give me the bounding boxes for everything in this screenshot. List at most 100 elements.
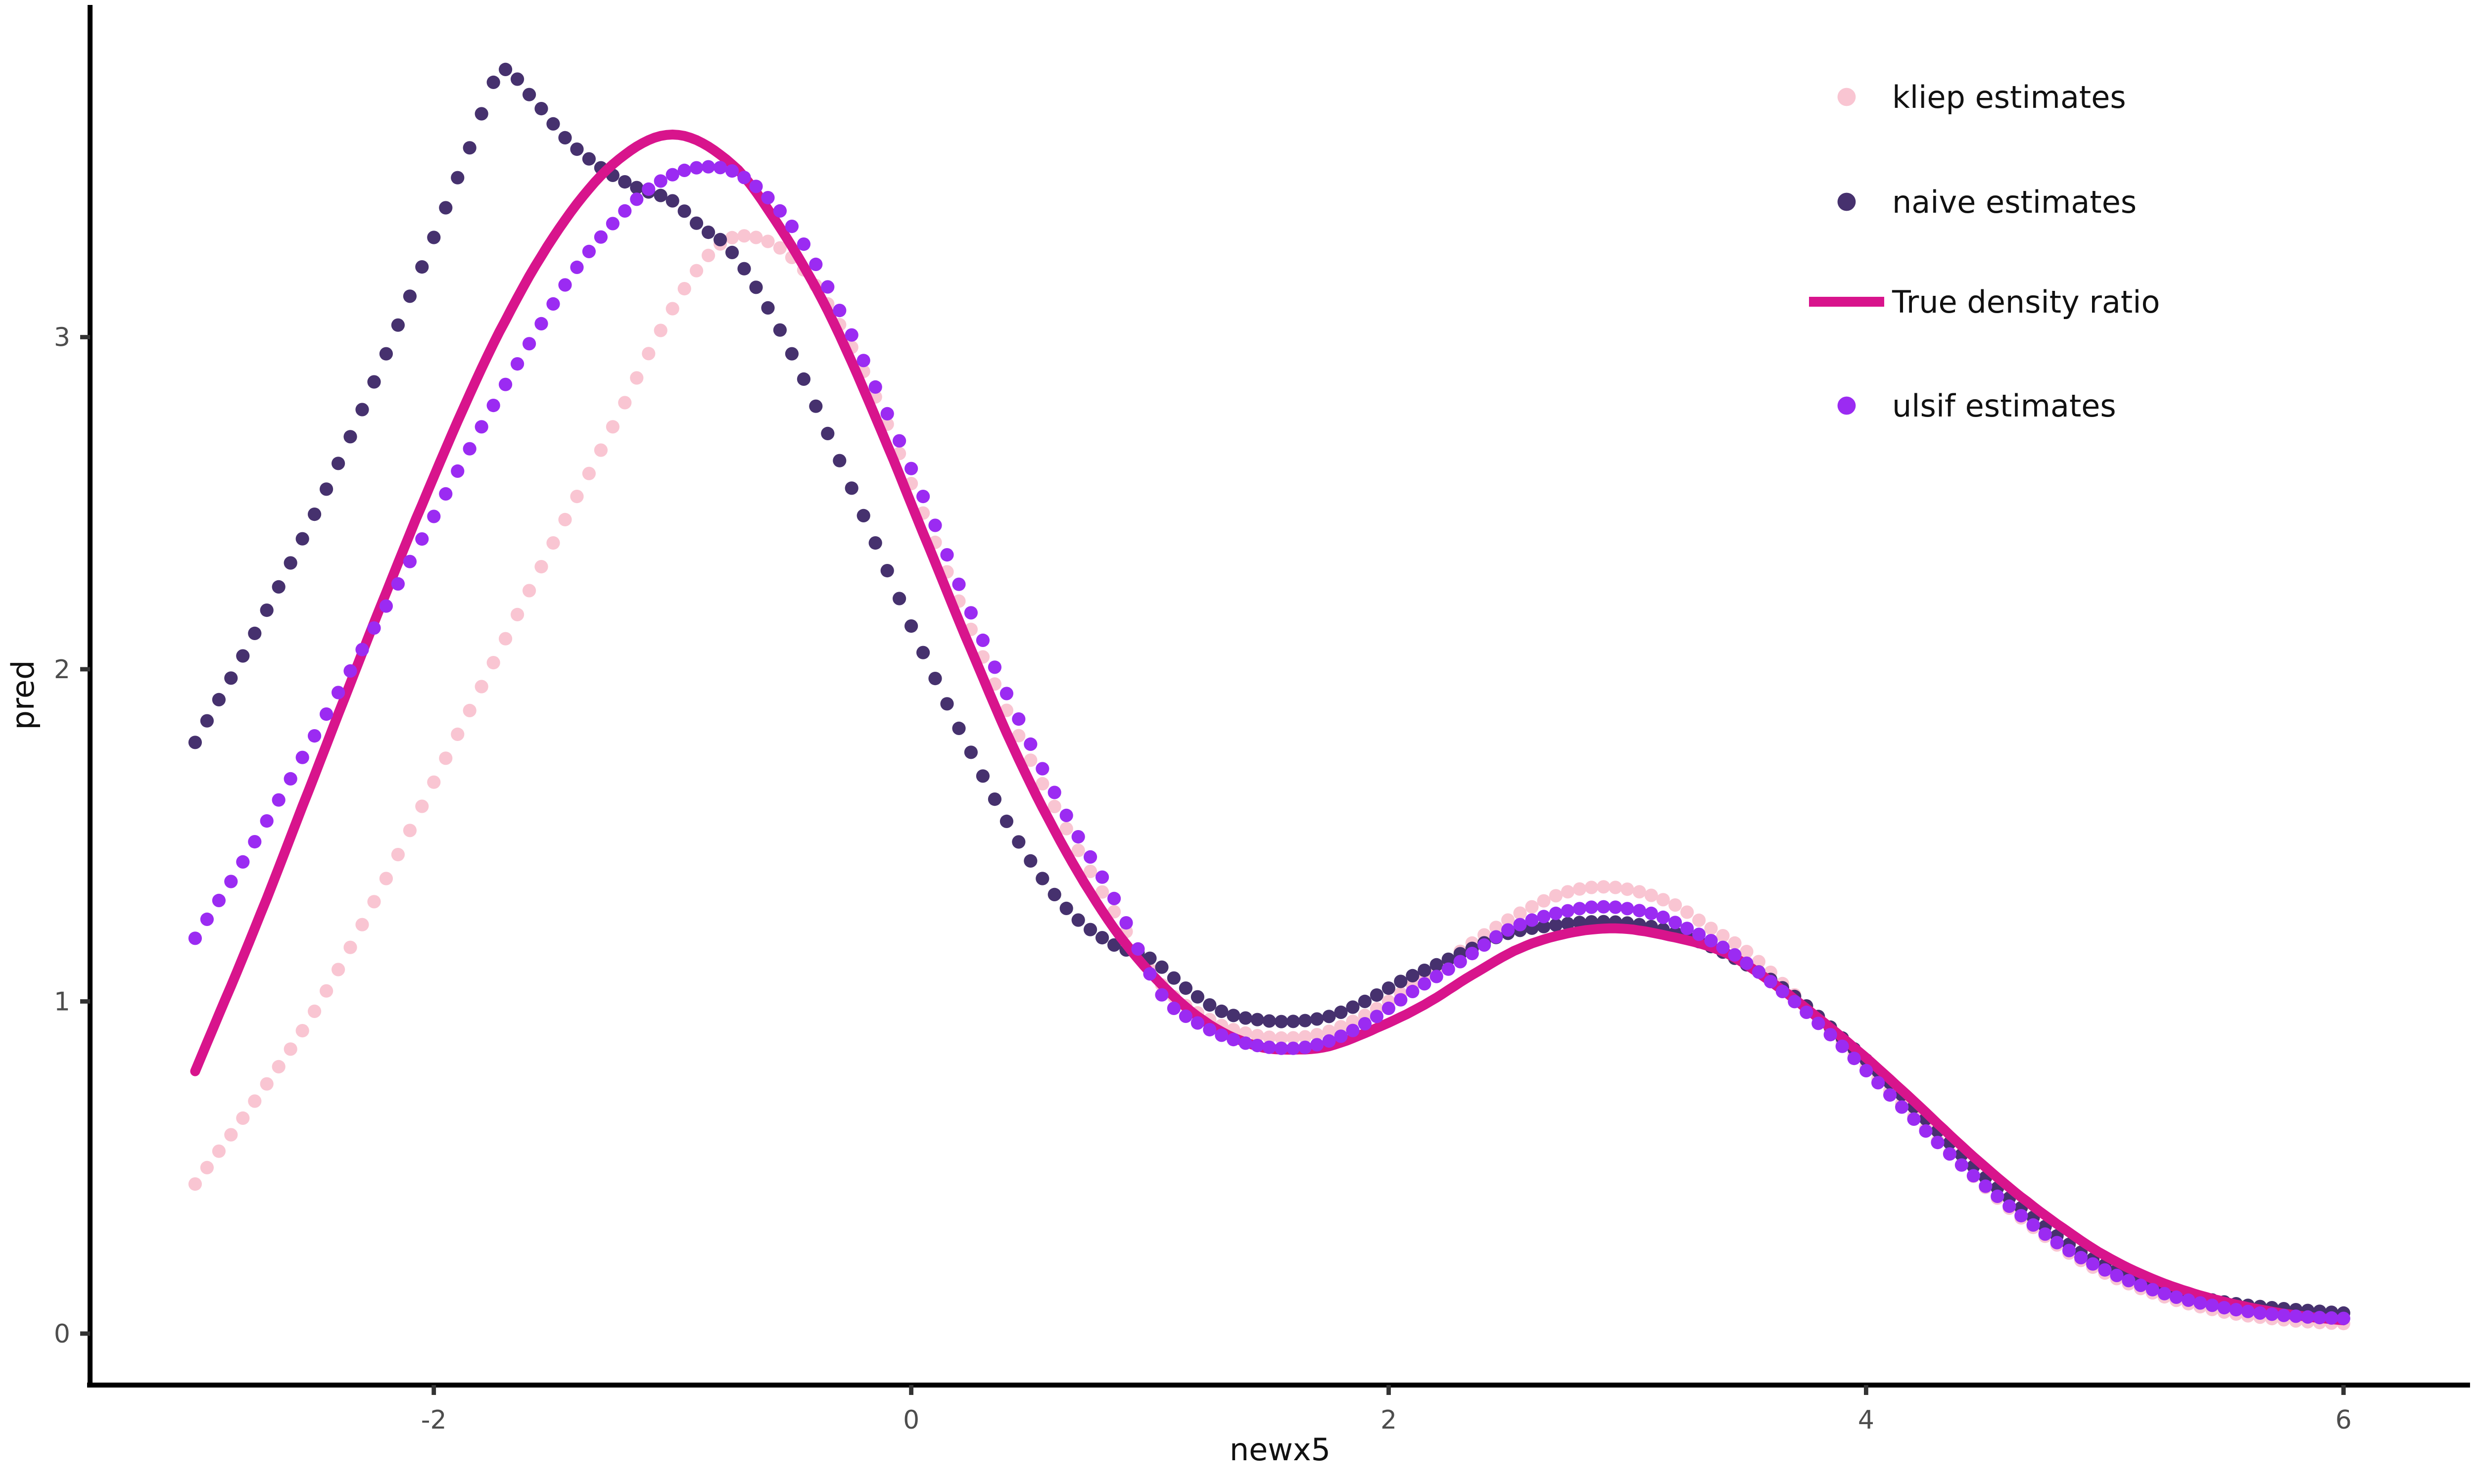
data-point [224, 671, 238, 685]
data-point [2074, 1251, 2088, 1264]
data-point [1800, 1005, 1813, 1019]
data-point [295, 750, 309, 764]
data-point [1656, 910, 1670, 924]
data-point [1167, 971, 1181, 985]
data-point [1238, 1036, 1252, 1050]
data-point [1250, 1029, 1264, 1043]
data-point [332, 963, 345, 976]
data-point [1394, 993, 1408, 1007]
x-axis-ticks: -2 0 2 4 6 [421, 1385, 2352, 1435]
data-point [2169, 1290, 2183, 1304]
data-point [773, 241, 787, 255]
data-point [1692, 913, 1706, 927]
data-point [403, 824, 417, 837]
data-point [1656, 893, 1670, 907]
data-point [1024, 737, 1038, 751]
data-point [1835, 1039, 1849, 1053]
data-point [2062, 1244, 2076, 1257]
data-point [1477, 938, 1491, 952]
data-point [999, 687, 1013, 700]
data-point [785, 220, 799, 233]
data-point [1262, 1040, 1276, 1054]
data-point [940, 548, 954, 562]
data-point [618, 175, 632, 189]
data-point [725, 231, 739, 244]
data-point [904, 619, 918, 633]
data-point [1095, 885, 1109, 899]
data-point [200, 1160, 214, 1174]
data-point [1215, 1028, 1229, 1042]
data-point [2122, 1274, 2136, 1288]
data-point [1406, 984, 1420, 998]
data-point [534, 560, 548, 574]
data-point [248, 835, 262, 849]
y-tick-label: 2 [54, 655, 70, 685]
data-point [868, 536, 882, 550]
data-point [1704, 922, 1718, 935]
data-point [284, 772, 297, 786]
data-point [856, 509, 870, 522]
data-point [188, 736, 202, 749]
data-point [630, 192, 644, 206]
data-point [343, 664, 357, 678]
data-point [2002, 1199, 2016, 1213]
data-point [1262, 1014, 1276, 1028]
data-point [2205, 1298, 2219, 1312]
data-point [475, 420, 488, 434]
data-point [1907, 1112, 1921, 1126]
data-point [1012, 835, 1026, 849]
data-point [725, 164, 739, 178]
data-point [284, 556, 297, 570]
data-point [2026, 1218, 2040, 1232]
data-point [295, 532, 309, 546]
data-point [1012, 729, 1026, 742]
series-ulsif-estimates-dots [188, 160, 2350, 1325]
data-point [451, 464, 465, 478]
data-point [403, 555, 417, 568]
data-point [952, 577, 966, 591]
data-point [427, 231, 441, 244]
data-point [1859, 1064, 1873, 1077]
data-point [1549, 889, 1563, 903]
data-point [785, 347, 799, 361]
data-point [1238, 1011, 1252, 1025]
data-point [773, 323, 787, 337]
data-point [2253, 1306, 2267, 1320]
data-point [224, 1128, 238, 1142]
data-point [451, 727, 465, 741]
data-point [451, 171, 465, 185]
y-axis-title: pred [5, 660, 41, 730]
data-point [439, 201, 453, 215]
data-point [737, 262, 751, 276]
data-point [1310, 1038, 1324, 1052]
data-point [916, 490, 930, 504]
data-point [1943, 1147, 1956, 1161]
data-point [1107, 891, 1121, 905]
data-point [1597, 880, 1611, 894]
data-point [1286, 1031, 1300, 1045]
data-point [1680, 905, 1694, 919]
data-point [928, 518, 942, 532]
data-point [200, 714, 214, 728]
data-point [236, 1111, 250, 1125]
data-point [260, 1077, 274, 1091]
data-point [379, 599, 393, 613]
data-point [1024, 753, 1038, 767]
data-point [1322, 1010, 1336, 1023]
data-point [332, 686, 345, 699]
data-point [2265, 1307, 2279, 1321]
data-point [343, 430, 357, 444]
data-point [403, 289, 417, 303]
data-point [1095, 931, 1109, 945]
data-point [1358, 994, 1372, 1008]
data-point [702, 160, 715, 174]
data-point [463, 141, 476, 155]
data-point [427, 510, 441, 523]
data-point [1381, 981, 1395, 995]
data-point [1991, 1189, 2004, 1203]
data-point [1071, 843, 1085, 857]
data-point [606, 420, 619, 434]
data-point [749, 280, 763, 294]
data-point [749, 231, 763, 244]
data-point [2301, 1310, 2315, 1324]
